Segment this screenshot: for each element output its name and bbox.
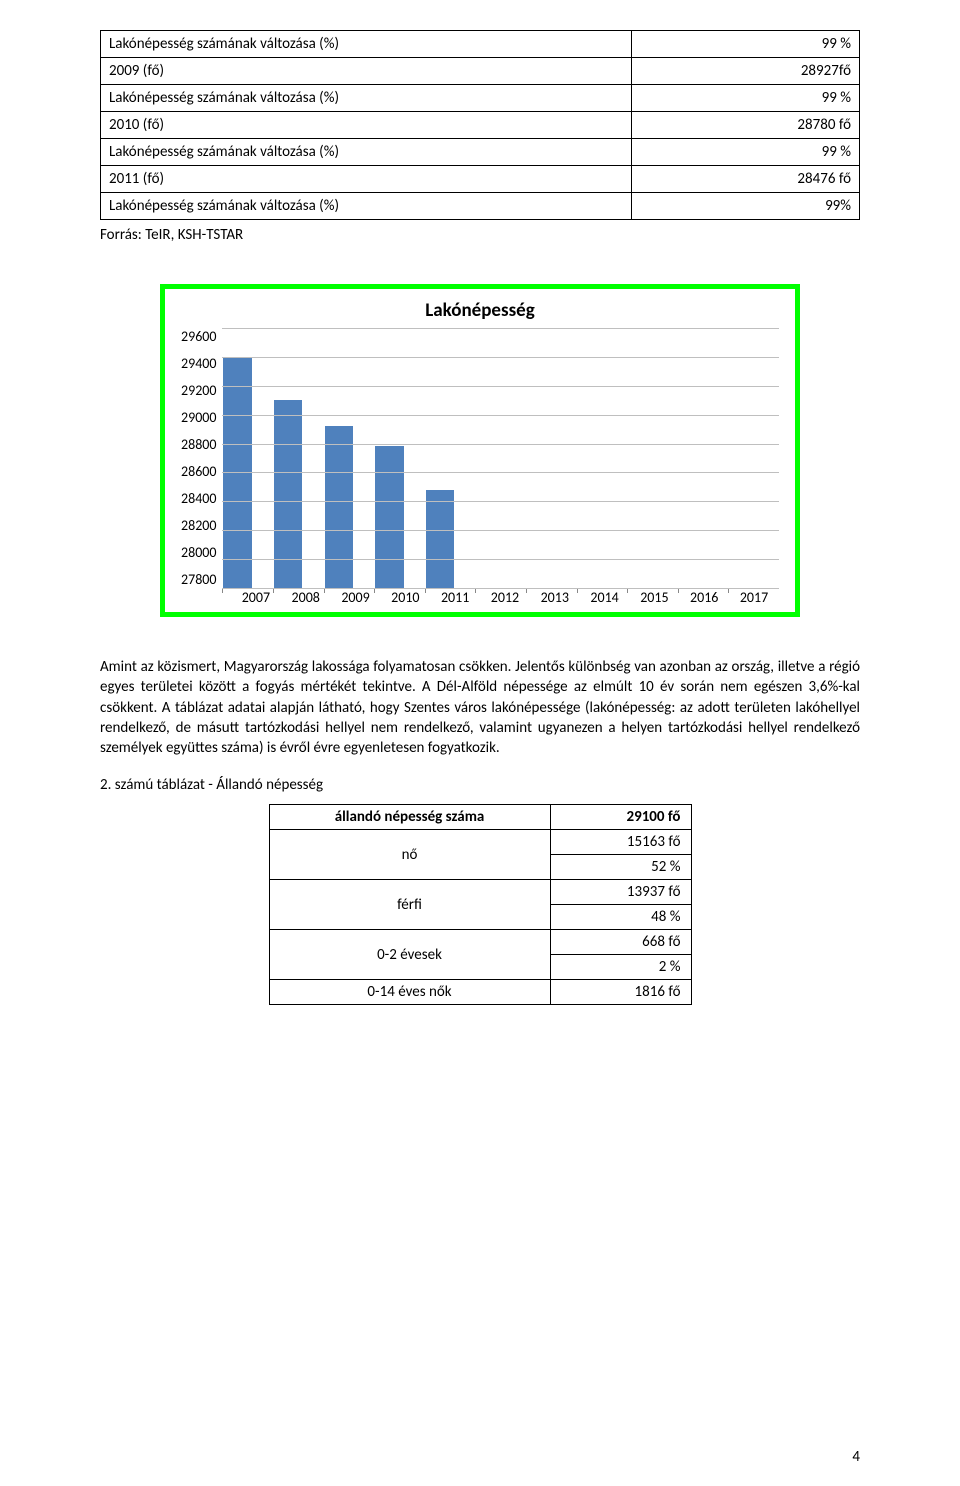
x-tick-label: 2014 [580,589,630,606]
x-tick-label: 2016 [679,589,729,606]
table2-row-value: 2 % [550,955,691,980]
chart-y-axis: 29600 29400 29200 29000 28800 28600 28400 28200… [181,328,222,588]
chart-plot-area [222,328,779,589]
chart-bar [375,446,403,588]
table2-header-right: 29100 fő [550,805,691,830]
y-tick-label: 28800 [181,436,216,453]
table1-value: 28927fő [632,58,860,85]
table1-label: 2011 (fő) [101,166,632,193]
x-tick-label: 2010 [380,589,430,606]
x-tick-label: 2017 [729,589,779,606]
table1-value: 99% [632,193,860,220]
table1-label: 2009 (fő) [101,58,632,85]
y-tick-label: 29200 [181,382,216,399]
chart-title: Lakónépesség [181,299,779,322]
table2-row-label: férfi [269,880,550,930]
table1-label: Lakónépesség számának változása (%) [101,85,632,112]
y-tick-label: 29000 [181,409,216,426]
table1-label: Lakónépesség számának változása (%) [101,31,632,58]
table2-row-label: 0-2 évesek [269,930,550,980]
table1-value: 28476 fő [632,166,860,193]
x-tick-label: 2013 [530,589,580,606]
x-tick-label: 2011 [430,589,480,606]
chart-x-axis: 2007200820092010201120122013201420152016… [231,589,779,606]
y-tick-label: 29400 [181,355,216,372]
permanent-population-table: állandó népesség száma 29100 fő nő15163 … [269,804,692,1005]
table2-row-value: 52 % [550,855,691,880]
table1-value: 99 % [632,31,860,58]
x-tick-label: 2009 [331,589,381,606]
population-chart: Lakónépesség 29600 29400 29200 29000 28800 28… [160,284,800,617]
body-paragraph: Amint az közismert, Magyarország lakossá… [100,657,860,758]
x-tick-label: 2015 [630,589,680,606]
table2-row-value: 48 % [550,905,691,930]
chart-bar [426,490,454,588]
table1-label: Lakónépesség számának változása (%) [101,193,632,220]
chart-bar [325,426,353,588]
table1-label: 2010 (fő) [101,112,632,139]
table2-row-value: 15163 fő [550,830,691,855]
table1-value: 28780 fő [632,112,860,139]
table2-row-label: 0-14 éves nők [269,980,550,1005]
y-tick-label: 28400 [181,490,216,507]
table2-row-value: 13937 fő [550,880,691,905]
y-tick-label: 28000 [181,544,216,561]
table2-caption: 2. számú táblázat - Állandó népesség [100,776,860,794]
y-tick-label: 28600 [181,463,216,480]
table2-header-left: állandó népesség száma [269,805,550,830]
table2-row-label: nő [269,830,550,880]
table1-label: Lakónépesség számának változása (%) [101,139,632,166]
x-tick-label: 2012 [480,589,530,606]
y-tick-label: 27800 [181,571,216,588]
y-tick-label: 28200 [181,517,216,534]
table1-value: 99 % [632,85,860,112]
y-tick-label: 29600 [181,328,216,345]
page-number: 4 [852,1448,860,1466]
table1-source: Forrás: TeIR, KSH-TSTAR [100,226,860,244]
table2-row-value: 1816 fő [550,980,691,1005]
table2-row-value: 668 fő [550,930,691,955]
population-change-table: Lakónépesség számának változása (%)99 %2… [100,30,860,220]
table1-value: 99 % [632,139,860,166]
